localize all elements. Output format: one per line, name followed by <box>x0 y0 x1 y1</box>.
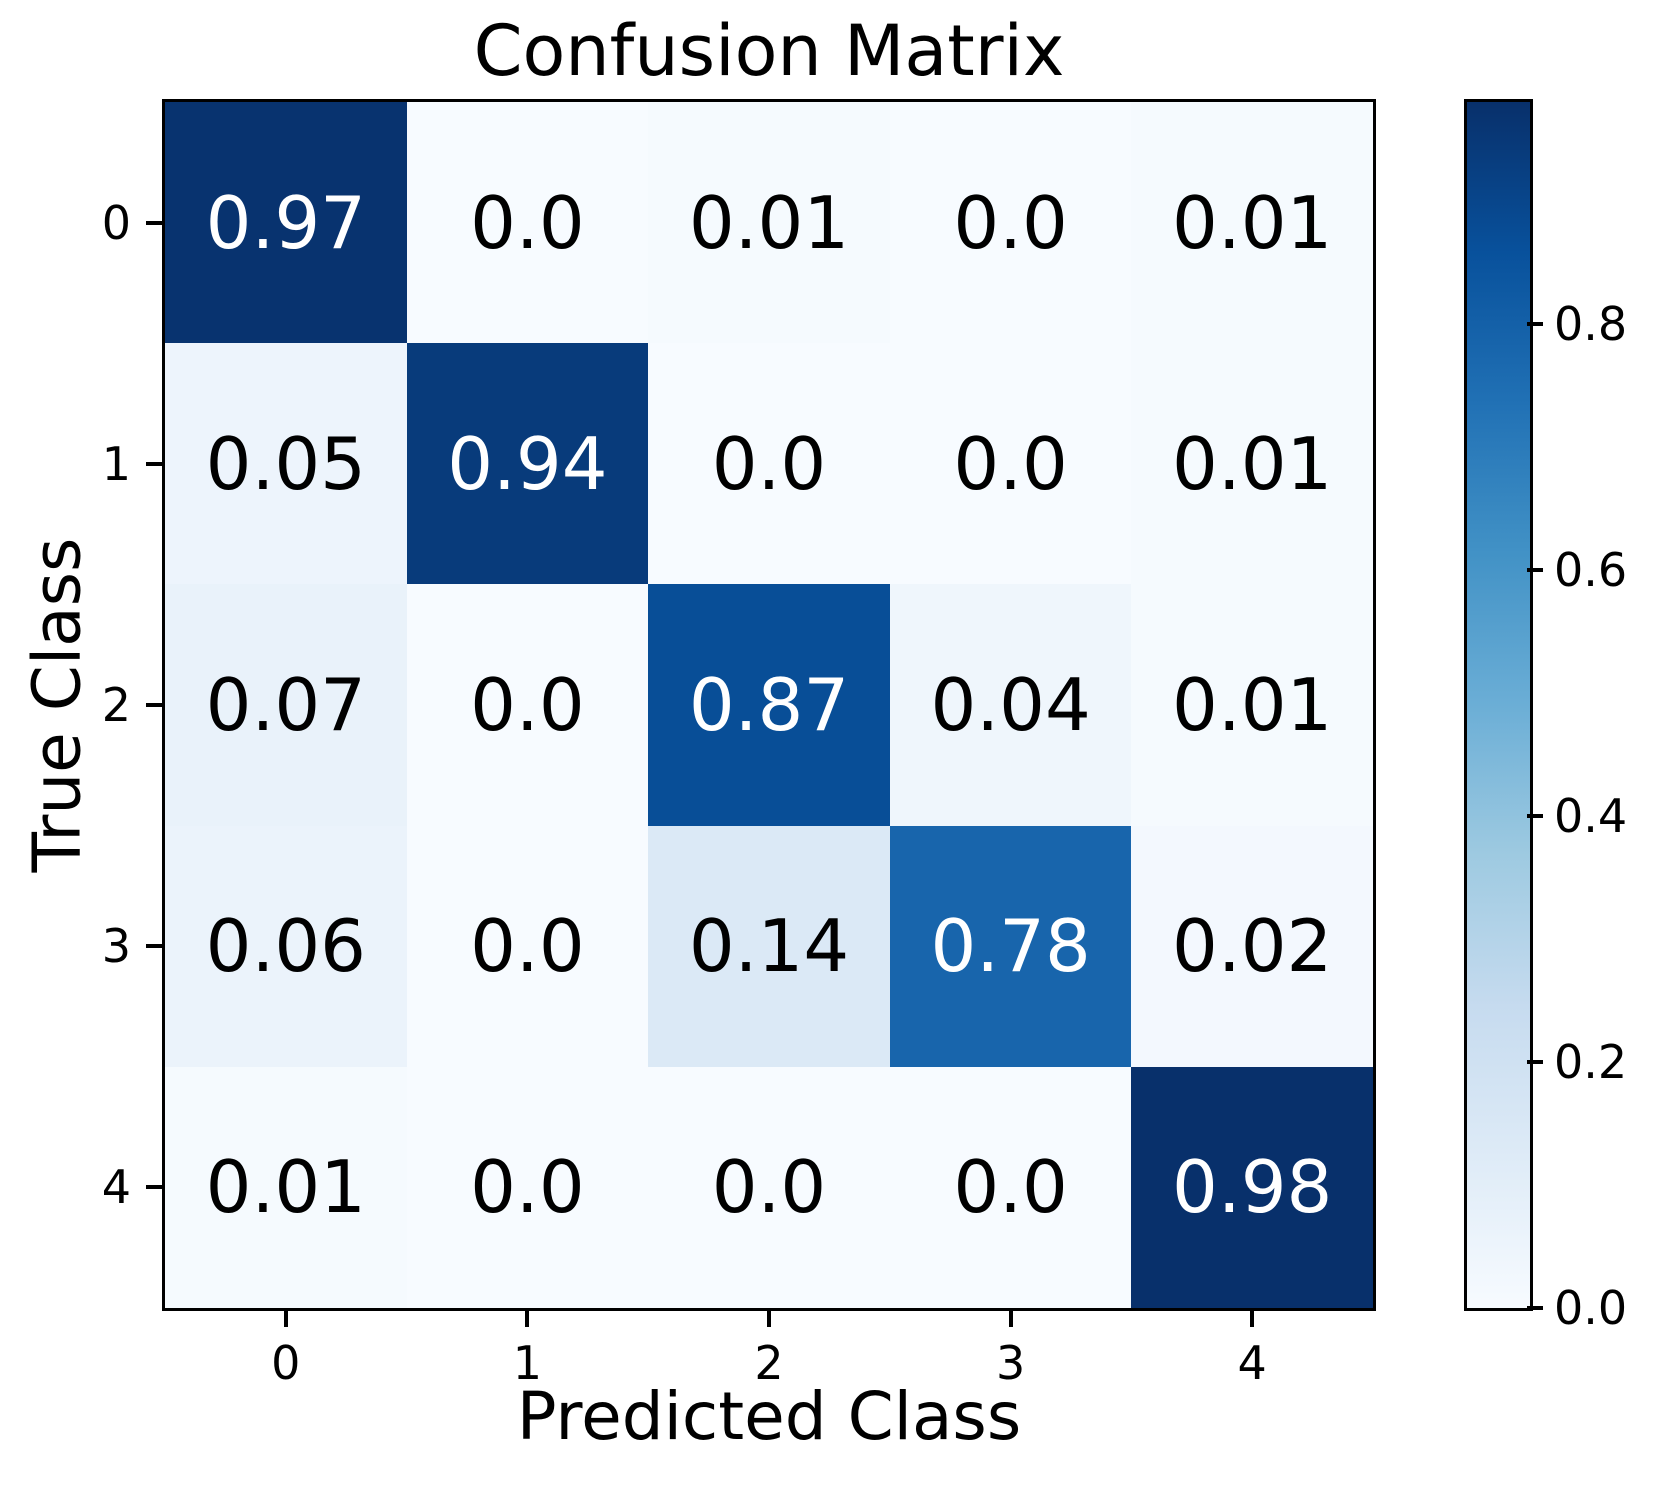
matrix-cell-value: 0.94 <box>447 421 608 506</box>
matrix-cell-r4c2: 0.0 <box>648 1066 890 1308</box>
chart-title: Confusion Matrix <box>473 10 1065 92</box>
matrix-cell-r1c3: 0.0 <box>889 343 1132 585</box>
matrix-cell-r1c0: 0.05 <box>165 343 407 585</box>
matrix-cell-value: 0.98 <box>1172 1145 1333 1230</box>
matrix-cell-r3c1: 0.0 <box>406 825 649 1067</box>
x-axis-label: Predicted Class <box>516 1378 1022 1455</box>
matrix-cell-r0c3: 0.0 <box>889 102 1132 344</box>
matrix-cell-r4c1: 0.0 <box>406 1066 649 1308</box>
colorbar-tick-label-0.6: 0.6 <box>1554 542 1628 597</box>
matrix-cell-value: 0.0 <box>470 1145 585 1230</box>
colorbar-tick-mark-0.2 <box>1527 1059 1543 1064</box>
y-tick-label-1: 1 <box>101 436 131 491</box>
y-axis-label: True Class <box>18 537 96 873</box>
matrix-cell-value: 0.78 <box>930 904 1091 989</box>
matrix-cell-r2c3: 0.04 <box>889 584 1132 826</box>
matrix-cell-r2c0: 0.07 <box>165 584 407 826</box>
y-tick-mark-2 <box>146 703 162 707</box>
x-tick-mark-0 <box>283 1311 288 1327</box>
x-tick-label-2: 2 <box>754 1336 784 1390</box>
matrix-cell-value: 0.01 <box>688 180 850 265</box>
colorbar-tick-mark-0.4 <box>1527 813 1543 818</box>
matrix-cell-value: 0.0 <box>953 180 1068 265</box>
y-tick-mark-3 <box>146 944 162 949</box>
x-tick-label-3: 3 <box>995 1336 1026 1390</box>
x-tick-mark-4 <box>1250 1311 1255 1327</box>
matrix-cell-value: 0.01 <box>1172 421 1333 506</box>
matrix-cell-value: 0.01 <box>205 1145 366 1230</box>
matrix-cell-r1c4: 0.01 <box>1131 343 1373 585</box>
y-tick-label-2: 2 <box>101 678 131 732</box>
matrix-cell-value: 0.87 <box>688 662 850 747</box>
matrix-cell-r0c0: 0.97 <box>165 102 407 344</box>
matrix-cell-r2c4: 0.01 <box>1131 584 1373 826</box>
matrix-cell-value: 0.0 <box>953 421 1068 506</box>
matrix-cell-value: 0.0 <box>470 180 585 265</box>
heatmap-grid: 0.97 0.0 0.01 0.0 0.01 0.05 0.94 0.0 0.0 0.01 0.07… <box>165 102 1373 1308</box>
y-tick-mark-1 <box>146 461 162 466</box>
matrix-cell-r2c1: 0.0 <box>406 584 649 826</box>
y-tick-label-3: 3 <box>101 919 131 974</box>
matrix-cell-r4c4: 0.98 <box>1131 1066 1373 1308</box>
matrix-cell-value: 0.04 <box>930 662 1091 747</box>
matrix-cell-r4c0: 0.01 <box>165 1066 407 1308</box>
matrix-cell-value: 0.05 <box>205 421 366 506</box>
matrix-cell-r3c2: 0.14 <box>648 825 890 1067</box>
matrix-cell-value: 0.14 <box>688 904 850 989</box>
y-tick-label-4: 4 <box>101 1160 131 1215</box>
matrix-cell-r4c3: 0.0 <box>889 1066 1132 1308</box>
matrix-cell-value: 0.0 <box>470 662 585 747</box>
matrix-cell-value: 0.0 <box>711 1145 827 1230</box>
matrix-cell-r0c2: 0.01 <box>648 102 890 344</box>
colorbar-tick-label-0.2: 0.2 <box>1554 1034 1628 1089</box>
matrix-cell-value: 0.02 <box>1172 904 1333 989</box>
colorbar-gradient <box>1467 102 1530 1308</box>
colorbar <box>1464 99 1533 1311</box>
colorbar-tick-mark-0.8 <box>1527 321 1543 326</box>
matrix-cell-r3c3: 0.78 <box>889 825 1132 1067</box>
x-tick-label-4: 4 <box>1237 1336 1267 1390</box>
matrix-cell-r2c2: 0.87 <box>648 584 890 826</box>
matrix-cell-r0c1: 0.0 <box>406 102 649 344</box>
matrix-cell-r3c4: 0.02 <box>1131 825 1373 1067</box>
colorbar-tick-label-0.8: 0.8 <box>1554 296 1628 351</box>
x-tick-mark-3 <box>1008 1311 1013 1327</box>
x-tick-mark-1 <box>525 1311 530 1327</box>
y-tick-mark-0 <box>146 220 162 225</box>
colorbar-tick-label-0.0: 0.0 <box>1554 1281 1628 1335</box>
y-tick-mark-4 <box>146 1185 162 1190</box>
matrix-cell-value: 0.01 <box>1172 180 1333 265</box>
x-tick-label-1: 1 <box>512 1336 543 1390</box>
y-tick-label-0: 0 <box>101 195 131 250</box>
colorbar-tick-mark-0.6 <box>1527 567 1543 572</box>
matrix-cell-value: 0.07 <box>205 662 366 747</box>
colorbar-tick-label-0.4: 0.4 <box>1554 788 1628 843</box>
matrix-cell-value: 0.06 <box>205 904 366 989</box>
matrix-cell-r1c2: 0.0 <box>648 343 890 585</box>
matrix-cell-value: 0.0 <box>470 904 585 989</box>
matrix-cell-value: 0.97 <box>205 180 366 265</box>
matrix-cell-r1c1: 0.94 <box>406 343 649 585</box>
matrix-cell-r0c4: 0.01 <box>1131 102 1373 344</box>
x-tick-mark-2 <box>767 1311 771 1327</box>
matrix-cell-value: 0.0 <box>711 421 827 506</box>
matrix-cell-value: 0.0 <box>953 1145 1068 1230</box>
colorbar-tick-mark-0.0 <box>1527 1306 1543 1310</box>
x-tick-label-0: 0 <box>271 1336 301 1390</box>
matrix-cell-r3c0: 0.06 <box>165 825 407 1067</box>
matrix-cell-value: 0.01 <box>1172 662 1333 747</box>
heatmap-plot-area: 0.97 0.0 0.01 0.0 0.01 0.05 0.94 0.0 0.0 0.01 0.07… <box>162 99 1376 1311</box>
